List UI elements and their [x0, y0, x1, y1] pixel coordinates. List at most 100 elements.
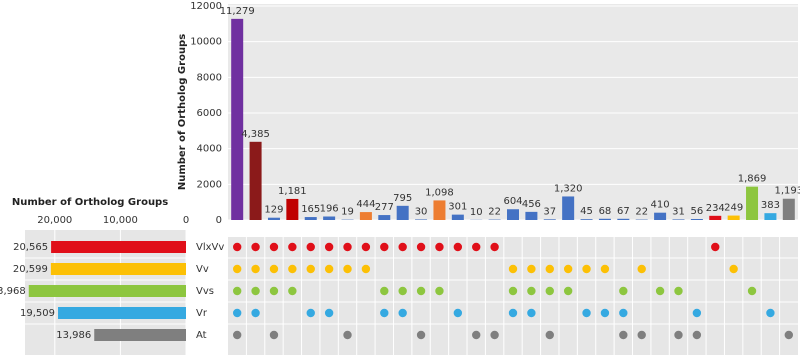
- membership-dot: [269, 264, 279, 274]
- set-bar: [94, 329, 186, 341]
- membership-dot: [380, 308, 389, 318]
- value-label: 196: [320, 204, 339, 215]
- bar: [267, 217, 280, 220]
- y-tick-label: 12000: [190, 1, 222, 12]
- value-label: 30: [415, 206, 428, 217]
- bar: [543, 219, 556, 220]
- membership-dot: [232, 286, 242, 296]
- bar: [727, 215, 740, 220]
- value-label: 795: [393, 193, 412, 204]
- membership-dot: [232, 242, 242, 252]
- membership-dot: [766, 308, 775, 318]
- y-tick-label: 10000: [190, 37, 222, 48]
- bar: [654, 212, 667, 220]
- membership-dot: [306, 264, 315, 274]
- bar: [249, 141, 262, 220]
- value-label: 165: [301, 204, 320, 215]
- bar: [690, 219, 703, 220]
- set-size-label: 19,509: [20, 308, 55, 319]
- membership-dot: [582, 264, 591, 274]
- set-size-label: 23,968: [0, 286, 26, 297]
- membership-dot: [269, 286, 279, 296]
- membership-dot: [637, 264, 646, 274]
- membership-dot: [508, 286, 518, 296]
- membership-dot: [232, 264, 242, 274]
- bar: [451, 214, 464, 220]
- membership-dot: [343, 264, 352, 274]
- membership-dot: [324, 264, 334, 274]
- membership-dot: [324, 308, 334, 318]
- membership-dot: [490, 242, 499, 252]
- set-tick-label: 0: [183, 215, 189, 226]
- membership-dot: [563, 286, 573, 296]
- y-tick-label: 6000: [197, 108, 222, 119]
- membership-dot: [398, 308, 407, 318]
- membership-dot: [674, 286, 683, 296]
- membership-dot: [692, 308, 702, 318]
- bar: [286, 198, 299, 220]
- set-size-label: 13,986: [56, 330, 91, 341]
- membership-dot: [729, 264, 738, 274]
- bar: [378, 215, 391, 220]
- membership-dot: [490, 330, 499, 340]
- membership-dot: [416, 286, 426, 296]
- membership-dot: [251, 264, 260, 274]
- membership-dot: [453, 308, 463, 318]
- membership-dot: [380, 242, 389, 252]
- membership-dot: [472, 330, 481, 340]
- value-label: 1,193: [774, 186, 800, 197]
- matrix-background: [228, 237, 798, 355]
- membership-dot: [361, 264, 371, 274]
- bar: [525, 211, 538, 220]
- value-label: 234: [706, 203, 725, 214]
- value-label: 456: [522, 199, 541, 210]
- bar: [304, 217, 317, 220]
- value-label: 22: [488, 207, 501, 218]
- membership-dot: [435, 286, 444, 296]
- membership-dot: [251, 286, 260, 296]
- value-label: 67: [617, 206, 630, 217]
- set-name: Vr: [196, 308, 208, 319]
- set-bar: [28, 285, 186, 297]
- value-label: 37: [543, 206, 556, 217]
- membership-dot: [545, 264, 554, 274]
- membership-dot: [711, 242, 720, 252]
- bar: [415, 219, 428, 220]
- bar: [746, 186, 759, 220]
- value-label: 383: [761, 200, 780, 211]
- membership-dot: [600, 264, 610, 274]
- set-tick-label: 20,000: [37, 215, 72, 226]
- membership-dot: [306, 308, 315, 318]
- membership-dot: [288, 242, 297, 252]
- membership-dot: [288, 264, 297, 274]
- membership-dot: [453, 242, 463, 252]
- membership-dot: [380, 286, 389, 296]
- membership-dot: [398, 286, 407, 296]
- membership-dot: [251, 308, 260, 318]
- membership-dot: [545, 330, 554, 340]
- plot-background: [228, 4, 798, 220]
- value-label: 45: [580, 206, 593, 217]
- membership-dot: [600, 308, 610, 318]
- membership-dot: [527, 264, 536, 274]
- bar: [617, 218, 630, 220]
- set-name: Vv: [196, 264, 209, 275]
- bar: [359, 212, 372, 220]
- membership-dot: [232, 308, 242, 318]
- set-name: At: [196, 330, 207, 341]
- membership-dot: [527, 308, 536, 318]
- bar: [580, 219, 593, 220]
- bar: [507, 209, 519, 220]
- membership-dot: [416, 330, 426, 340]
- value-label: 22: [635, 207, 648, 218]
- value-label: 11,279: [220, 6, 255, 17]
- bar: [764, 213, 777, 220]
- membership-dot: [545, 286, 554, 296]
- value-label: 19: [341, 207, 354, 218]
- value-label: 301: [448, 202, 467, 213]
- value-label: 4,385: [241, 129, 270, 140]
- membership-dot: [232, 330, 242, 340]
- set-name: Vvs: [196, 286, 214, 297]
- membership-dot: [324, 242, 334, 252]
